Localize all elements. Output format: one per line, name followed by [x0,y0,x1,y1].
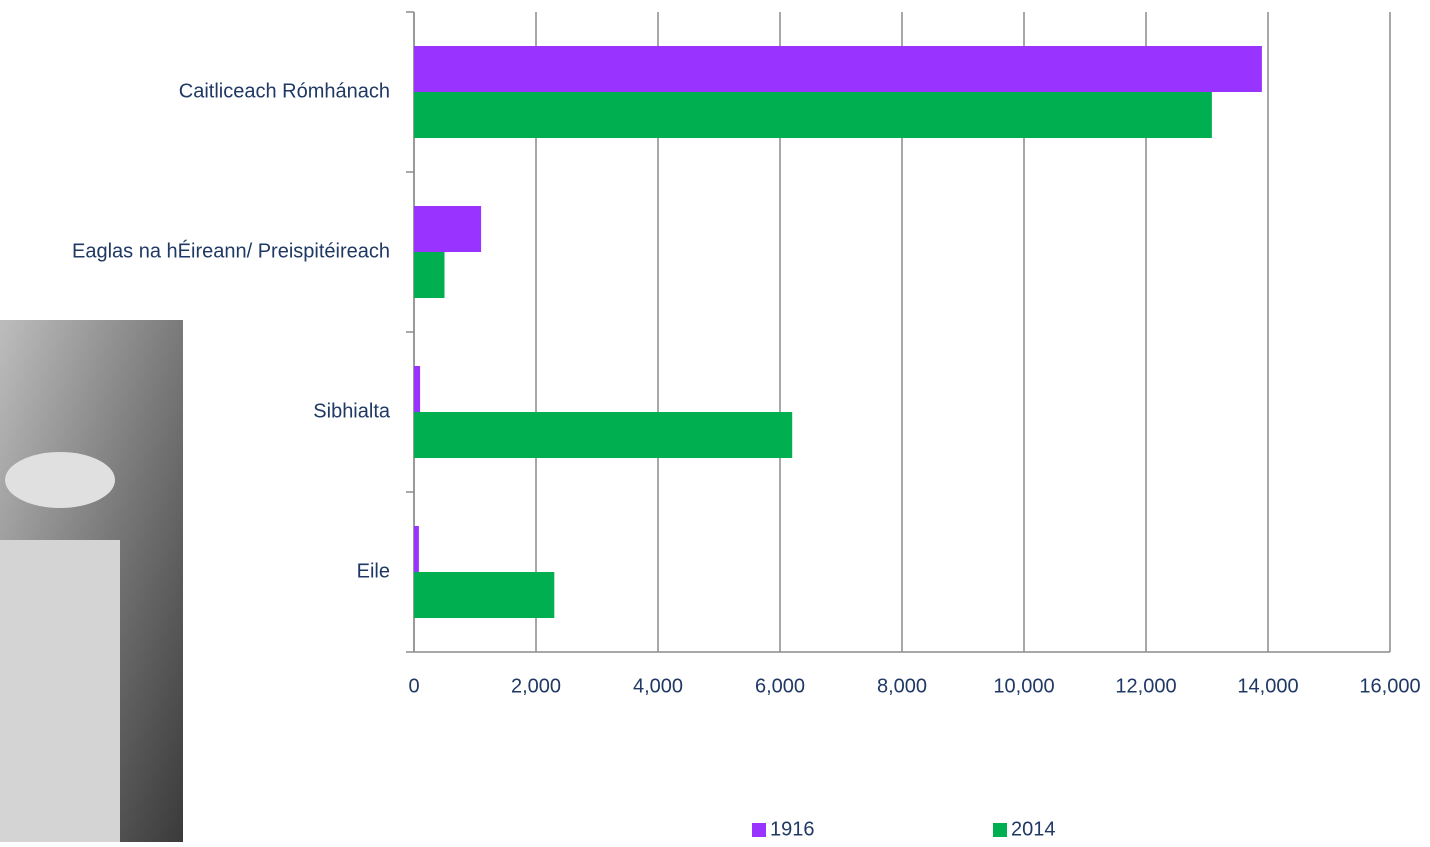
y-tick-label: Eaglas na hÉireann/ Preispitéireach [72,239,390,262]
bar [414,572,554,618]
bar [414,366,420,412]
x-tick-label: 2,000 [511,675,561,697]
bar [414,46,1262,92]
x-tick-label: 0 [408,675,419,697]
y-tick-label: Caitliceach Rómhánach [179,80,390,102]
bar [414,206,481,252]
x-tick-label: 14,000 [1237,675,1298,697]
bar [414,252,445,298]
legend-swatch [993,823,1007,837]
y-tick-label: Sibhialta [313,400,391,422]
photo-detail [5,452,115,508]
legend-label: 2014 [1011,818,1056,840]
x-tick-label: 6,000 [755,675,805,697]
y-tick-label: Eile [357,560,390,582]
chart: 0 2,000 4,000 6,000 8,000 10,000 12,000 14,000 1… [0,0,1430,842]
page: 0 2,000 4,000 6,000 8,000 10,000 12,000 14,000 1… [0,0,1430,842]
bar [414,526,419,572]
x-tick-label: 10,000 [993,675,1054,697]
legend-swatch [752,823,766,837]
x-tick-label: 12,000 [1115,675,1176,697]
photo-detail [0,540,120,842]
bar [414,412,792,458]
x-tick-label: 16,000 [1359,675,1420,697]
bar [414,92,1212,138]
x-tick-label: 4,000 [633,675,683,697]
legend-label: 1916 [770,818,815,840]
x-tick-label: 8,000 [877,675,927,697]
